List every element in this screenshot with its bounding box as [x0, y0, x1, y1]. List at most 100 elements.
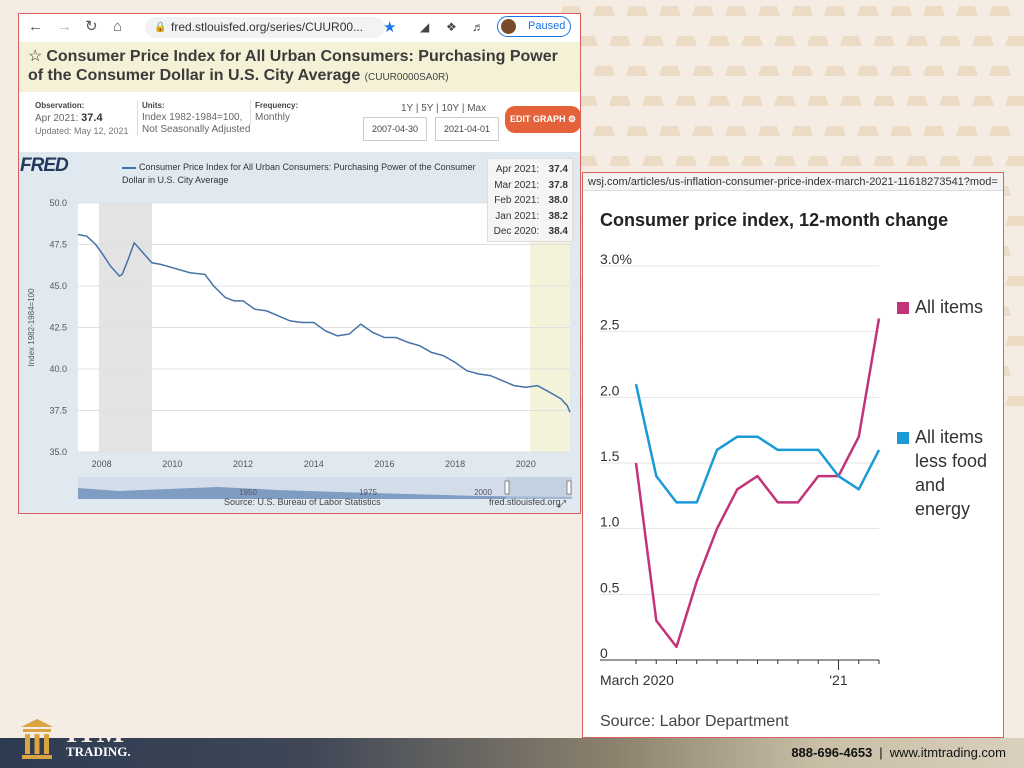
range-1y[interactable]: 1Y	[401, 103, 414, 114]
tooltip-period: Jan 2021:	[495, 210, 542, 222]
gold-bar-shape	[1005, 336, 1024, 346]
start-date-input[interactable]: 2007-04-30	[363, 117, 427, 141]
home-icon[interactable]: ⌂	[113, 18, 123, 35]
footer-site[interactable]: www.itmtrading.com	[889, 745, 1006, 760]
legend-swatch	[897, 432, 909, 444]
navigator-label: 1950	[239, 488, 257, 497]
legend-swatch	[122, 166, 136, 169]
gold-bar-shape	[725, 6, 747, 16]
legend-label: less food	[915, 451, 987, 471]
gold-bar-shape	[890, 126, 912, 136]
gold-bar-shape	[593, 6, 615, 16]
gold-bar-shape	[576, 96, 598, 106]
edit-graph-label: EDIT GRAPH	[509, 114, 566, 124]
range-navigator[interactable]: 1950 1975 2000	[78, 477, 572, 499]
y-tick-label: 47.5	[49, 240, 67, 250]
chart-tooltip: Apr 2021: 37.4 Mar 2021: 37.8 Feb 2021: 38…	[487, 158, 573, 242]
favorite-star-icon[interactable]: ☆	[28, 48, 43, 65]
puzzle-icon[interactable]: ❖	[446, 20, 457, 34]
extension-icon[interactable]: ◢	[420, 20, 430, 34]
y-tick-label: 45.0	[49, 281, 67, 291]
forward-icon[interactable]: →	[57, 18, 72, 35]
gold-bar-shape	[1005, 156, 1024, 166]
fullscreen-icon[interactable]: ⤢	[558, 499, 566, 510]
range-5y[interactable]: 5Y	[421, 103, 434, 114]
navigator-label: 2000	[474, 488, 492, 497]
gold-bar-shape	[708, 96, 730, 106]
chart-site[interactable]: fred.stlouisfed.org	[489, 497, 561, 507]
y-tick-label: 42.5	[49, 323, 67, 333]
gold-bar-shape	[873, 96, 895, 106]
gold-bar-shape	[939, 36, 961, 46]
legend-label: energy	[915, 499, 970, 519]
y-tick-label: 2.5	[600, 317, 620, 333]
gold-bar-shape	[593, 126, 615, 136]
y-tick-label: 3.0%	[600, 251, 632, 267]
profile-button[interactable]: Paused	[497, 16, 571, 37]
series-line-core	[634, 383, 881, 504]
reload-icon[interactable]: ↻	[85, 18, 98, 35]
gold-bar-shape	[692, 6, 714, 16]
gold-bar-shape	[675, 96, 697, 106]
y-axis-label: Index 1982-1984=100	[27, 288, 36, 367]
media-icon[interactable]: ♬	[472, 20, 484, 34]
bookmark-star-icon[interactable]: ★	[383, 19, 397, 36]
gold-bar-shape	[972, 96, 994, 106]
navigator-handle	[504, 480, 510, 495]
gold-bar-shape	[906, 36, 928, 46]
units-line-1: Index 1982-1984=100,	[142, 112, 243, 123]
end-date-input[interactable]: 2021-04-01	[435, 117, 499, 141]
gold-bar-shape	[923, 66, 945, 76]
frequency-block: Frequency: Monthly	[250, 100, 298, 124]
gold-bar-shape	[857, 66, 879, 76]
gold-bar-shape	[791, 66, 813, 76]
gold-bar-shape	[972, 36, 994, 46]
gold-bar-shape	[675, 156, 697, 166]
edit-graph-button[interactable]: EDIT GRAPH ⚙	[505, 106, 580, 133]
gold-bar-shape	[807, 36, 829, 46]
x-tick-label: 2008	[92, 459, 112, 469]
chart-source: Source: U.S. Bureau of Labor Statistics	[224, 497, 381, 507]
legend-swatch	[897, 302, 909, 314]
gold-bar-shape	[1005, 96, 1024, 106]
y-tick-label: 1.5	[600, 448, 620, 464]
fred-line-chart[interactable]: 50.0 47.5 45.0 42.5 40.0 37.5 35.0 2008 2010 2012…	[19, 152, 581, 514]
wsj-url-bar[interactable]: wsj.com/articles/us-inflation-consumer-p…	[583, 173, 1003, 191]
gold-bar-shape	[1005, 396, 1024, 406]
gold-bar-shape	[840, 96, 862, 106]
gold-bar-shape	[989, 6, 1011, 16]
updated-date: Updated: May 12, 2021	[35, 126, 129, 136]
page-title: ☆ Consumer Price Index for All Urban Cons…	[28, 47, 573, 87]
footer-phone[interactable]: 888-696-4653	[791, 745, 873, 760]
range-max[interactable]: Max	[467, 103, 487, 114]
gold-bar-shape	[692, 126, 714, 136]
gold-bar-shape	[758, 6, 780, 16]
range-10y[interactable]: 10Y	[441, 103, 460, 114]
gold-bar-shape	[873, 36, 895, 46]
gold-bar-shape	[807, 156, 829, 166]
gold-bar-shape	[906, 156, 928, 166]
gold-bar-shape	[576, 156, 598, 166]
gold-bar-shape	[626, 6, 648, 16]
gold-bar-shape	[609, 96, 631, 106]
gold-bar-shape	[741, 156, 763, 166]
gold-bar-shape	[824, 66, 846, 76]
observation-block: Observation: Apr 2021: 37.4 Updated: May…	[35, 100, 129, 137]
gold-bar-shape	[725, 66, 747, 76]
back-icon[interactable]: ←	[28, 18, 43, 35]
y-tick-label: 1.0	[600, 514, 620, 530]
profile-status: Paused	[528, 20, 566, 32]
tooltip-row: Mar 2021: 37.8	[492, 178, 568, 194]
units-line-2: Not Seasonally Adjusted	[142, 124, 251, 135]
navigator-label: 1975	[359, 488, 377, 497]
fred-header: ☆ Consumer Price Index for All Urban Cons…	[19, 42, 580, 92]
units-label: Units:	[142, 101, 165, 110]
navigator-selection	[506, 477, 572, 499]
gold-bar-shape	[989, 66, 1011, 76]
legend-label: All items	[915, 297, 983, 317]
observation-label: Observation:	[35, 101, 85, 110]
gold-bar-shape	[923, 126, 945, 136]
address-bar[interactable]: 🔒 fred.stlouisfed.org/series/CUUR00...	[145, 17, 385, 38]
gold-bar-shape	[791, 126, 813, 136]
x-tick-label: 2012	[233, 459, 253, 469]
